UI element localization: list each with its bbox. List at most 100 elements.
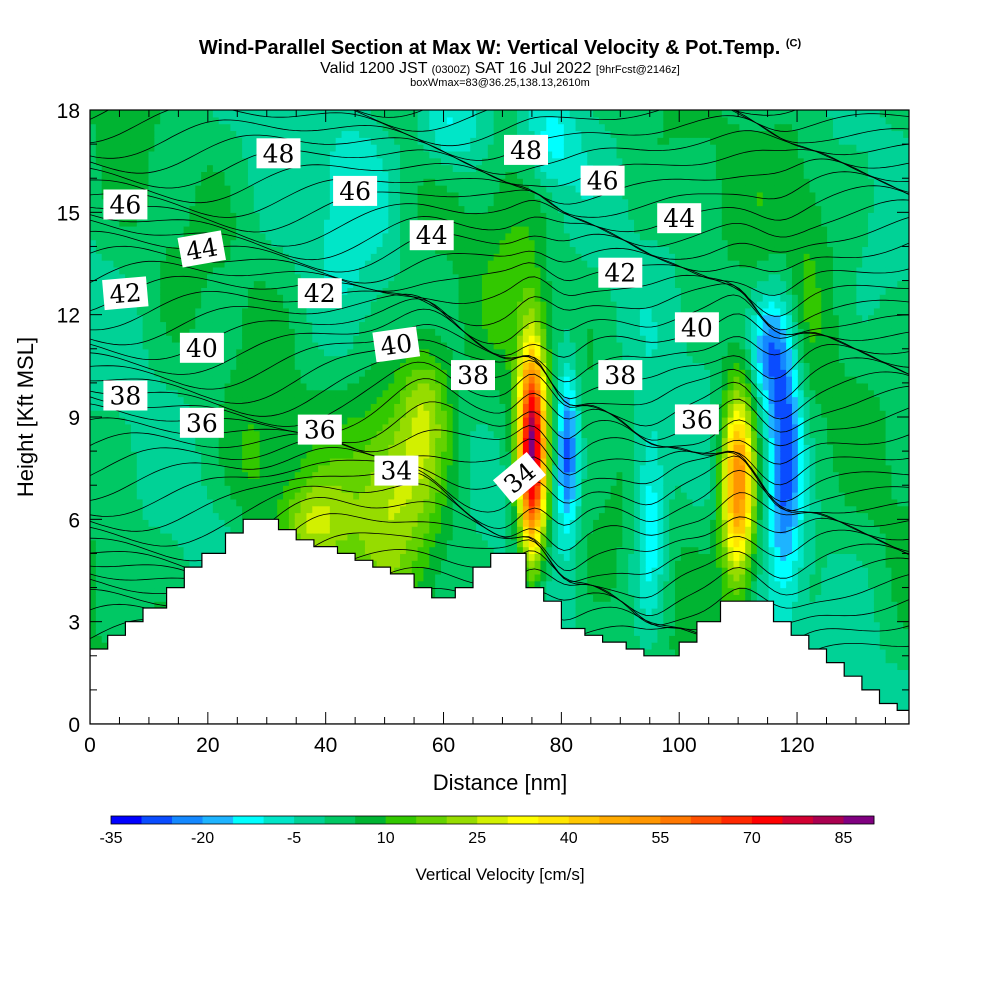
velocity-cell xyxy=(283,314,290,323)
velocity-cell xyxy=(283,198,290,207)
velocity-cell xyxy=(370,553,378,561)
velocity-cell xyxy=(136,253,144,261)
velocity-cell xyxy=(154,266,161,275)
velocity-cell xyxy=(148,198,155,207)
velocity-cell xyxy=(125,512,132,520)
velocity-cell xyxy=(230,417,237,425)
velocity-cell xyxy=(130,608,138,616)
velocity-cell xyxy=(347,157,354,166)
velocity-cell xyxy=(142,526,150,534)
velocity-cell xyxy=(394,498,401,507)
velocity-cell xyxy=(271,376,278,384)
velocity-cell xyxy=(288,362,296,370)
velocity-cell xyxy=(119,137,126,145)
velocity-cell xyxy=(212,260,220,268)
velocity-cell xyxy=(113,314,120,323)
velocity-cell xyxy=(242,430,249,439)
velocity-cell xyxy=(125,444,132,452)
velocity-cell xyxy=(160,587,167,595)
velocity-cell xyxy=(359,294,366,302)
velocity-cell xyxy=(113,116,120,125)
velocity-cell xyxy=(90,110,97,118)
velocity-cell xyxy=(207,526,214,534)
velocity-cell xyxy=(166,137,173,145)
velocity-cell xyxy=(318,348,325,357)
velocity-cell xyxy=(154,601,161,609)
velocity-cell xyxy=(306,273,313,282)
velocity-cell xyxy=(394,110,401,118)
velocity-cell xyxy=(405,512,413,520)
velocity-cell xyxy=(95,123,103,132)
velocity-cell xyxy=(195,307,202,316)
velocity-cell xyxy=(300,137,308,145)
velocity-cell xyxy=(125,430,132,439)
velocity-cell xyxy=(294,457,302,466)
velocity-cell xyxy=(154,539,161,548)
velocity-cell xyxy=(166,423,173,432)
velocity-cell xyxy=(230,471,237,479)
velocity-cell xyxy=(288,260,296,268)
velocity-cell xyxy=(318,512,325,520)
velocity-cell xyxy=(324,410,331,418)
velocity-cell xyxy=(148,471,155,479)
velocity-cell xyxy=(288,396,296,404)
velocity-cell xyxy=(288,451,296,459)
velocity-cell xyxy=(324,396,331,404)
velocity-cell xyxy=(171,389,179,398)
velocity-cell xyxy=(318,382,325,391)
velocity-cell xyxy=(265,410,272,418)
velocity-cell xyxy=(324,260,331,268)
velocity-cell xyxy=(207,498,214,507)
velocity-cell xyxy=(312,362,319,370)
velocity-cell xyxy=(242,369,249,377)
velocity-cell xyxy=(277,178,284,186)
velocity-cell xyxy=(283,294,290,302)
velocity-cell xyxy=(259,485,267,493)
velocity-cell xyxy=(236,232,243,241)
velocity-cell xyxy=(411,512,419,520)
velocity-cell xyxy=(183,328,191,336)
velocity-cell xyxy=(370,505,378,514)
velocity-cell xyxy=(265,266,272,275)
velocity-cell xyxy=(376,485,384,493)
velocity-cell xyxy=(318,164,325,172)
velocity-cell xyxy=(265,205,272,213)
velocity-cell xyxy=(142,532,150,541)
velocity-cell xyxy=(277,457,284,466)
velocity-cell xyxy=(388,485,395,493)
velocity-cell xyxy=(212,225,220,234)
velocity-cell xyxy=(224,157,231,166)
velocity-cell xyxy=(154,137,161,145)
velocity-cell xyxy=(177,157,185,166)
velocity-cell xyxy=(90,567,97,575)
velocity-cell xyxy=(101,150,109,159)
velocity-cell xyxy=(230,410,237,418)
velocity-cell xyxy=(376,403,384,411)
velocity-cell xyxy=(154,560,161,568)
velocity-cell xyxy=(171,137,179,145)
velocity-cell xyxy=(288,171,296,179)
velocity-cell xyxy=(224,498,231,507)
velocity-cell xyxy=(183,478,191,486)
velocity-cell xyxy=(136,266,144,275)
velocity-cell xyxy=(329,382,337,391)
velocity-cell xyxy=(130,369,138,377)
velocity-cell xyxy=(230,396,237,404)
velocity-cell xyxy=(364,546,372,555)
velocity-cell xyxy=(166,573,173,582)
velocity-cell xyxy=(271,444,278,452)
velocity-cell xyxy=(183,505,191,514)
velocity-cell xyxy=(376,553,384,561)
velocity-cell xyxy=(324,485,331,493)
velocity-cell xyxy=(253,301,261,309)
velocity-cell xyxy=(183,396,191,404)
velocity-cell xyxy=(283,260,290,268)
velocity-cell xyxy=(388,532,395,541)
velocity-cell xyxy=(136,553,144,561)
velocity-cell xyxy=(207,539,214,548)
velocity-cell xyxy=(394,410,401,418)
velocity-cell xyxy=(400,396,407,404)
velocity-cell xyxy=(212,328,220,336)
velocity-cell xyxy=(300,403,308,411)
velocity-cell xyxy=(218,478,226,486)
